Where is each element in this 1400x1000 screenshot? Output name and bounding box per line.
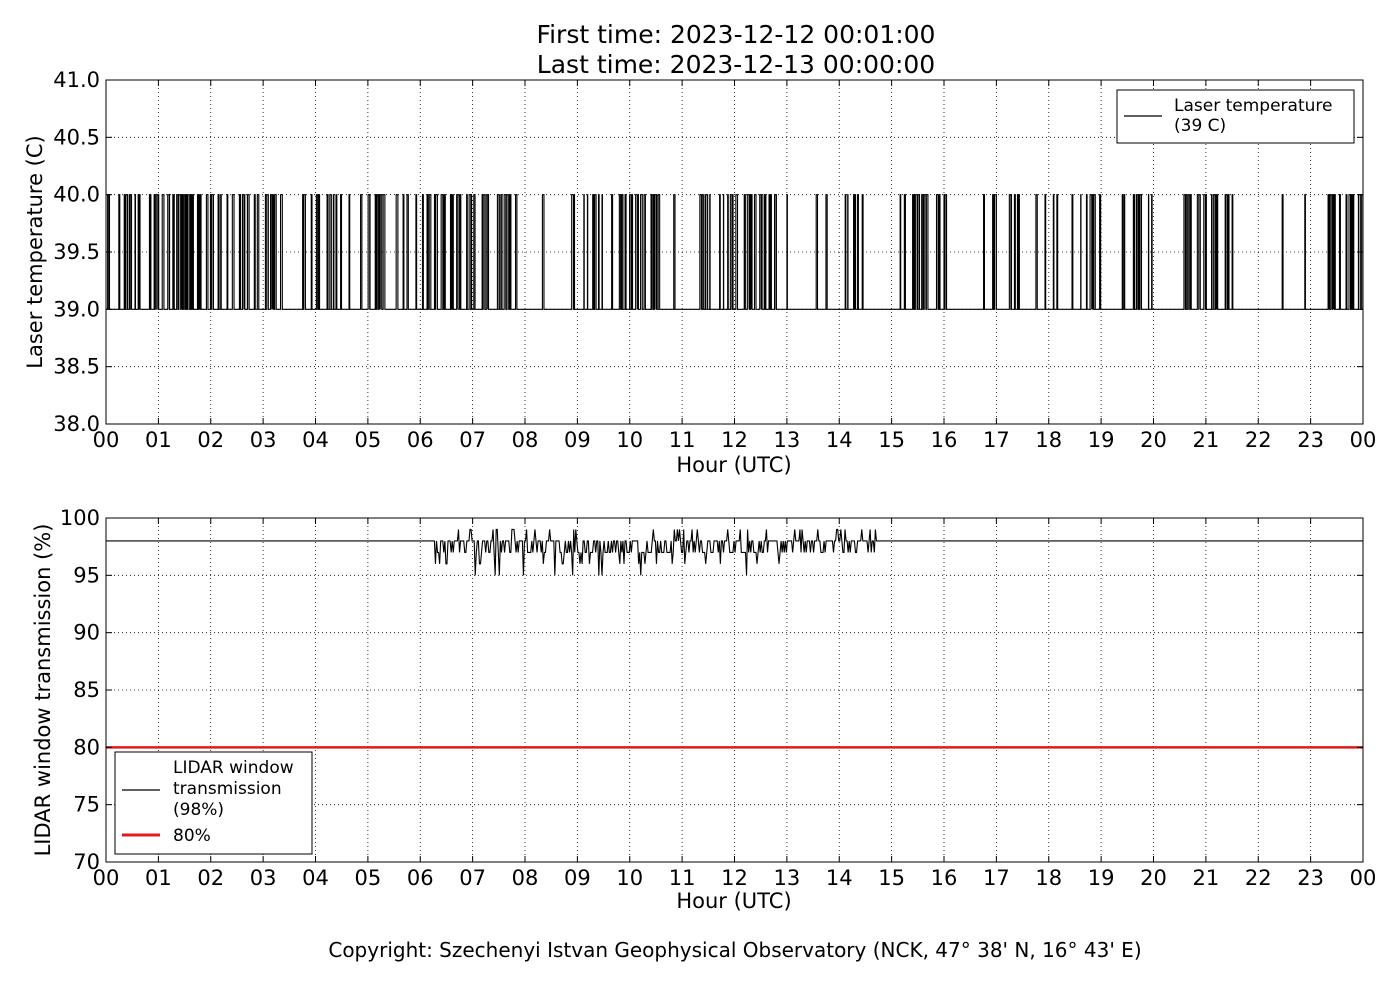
laser-legend-line1: Laser temperature [1174, 96, 1332, 116]
laser-xtick-label: 06 [407, 428, 434, 452]
lidar-xtick-label: 20 [1140, 866, 1167, 890]
lidar-transmission-chart: 70 75 80 85 90 95 100 00 01 02 03 04 05 06 07 08 09 10 11… [31, 506, 1376, 913]
lidar-xtick-label: 00 [93, 866, 120, 890]
lidar-xtick-label: 10 [616, 866, 643, 890]
laser-xtick-label: 09 [564, 428, 591, 452]
laser-xtick-label: 05 [355, 428, 382, 452]
lidar-xtick-label: 23 [1297, 866, 1324, 890]
laser-ytick-label: 40.0 [53, 183, 100, 207]
lidar-xtick-label: 21 [1193, 866, 1220, 890]
laser-temperature-chart: 38.0 38.5 39.0 39.5 40.0 40.5 41.0 00 01 02 03 04 0… [23, 68, 1376, 477]
laser-xtick-label: 15 [878, 428, 905, 452]
lidar-xtick-label: 00 [1350, 866, 1377, 890]
laser-xtick-label: 14 [826, 428, 853, 452]
laser-ytick-label: 38.5 [53, 355, 100, 379]
lidar-xtick-label: 07 [459, 866, 486, 890]
laser-xtick-label: 19 [1088, 428, 1115, 452]
laser-temperature-series [106, 194, 1363, 310]
lidar-xtick-label: 05 [355, 866, 382, 890]
laser-xtick-label: 04 [302, 428, 329, 452]
laser-ytick-label: 40.5 [53, 125, 100, 149]
lidar-xtick-label: 18 [1035, 866, 1062, 890]
laser-xtick-label: 00 [1350, 428, 1377, 452]
lidar-xtick-label: 17 [983, 866, 1010, 890]
lidar-transmission-series [106, 528, 1363, 576]
lidar-xtick-label: 06 [407, 866, 434, 890]
lidar-ylabel: LIDAR window transmission (%) [31, 524, 55, 857]
lidar-legend: LIDAR window transmission (98%) 80% [114, 751, 313, 855]
lidar-xtick-label: 13 [774, 866, 801, 890]
lidar-xtick-label: 02 [197, 866, 224, 890]
laser-xtick-label: 01 [145, 428, 172, 452]
laser-xtick-label: 03 [250, 428, 277, 452]
laser-legend: Laser temperature (39 C) [1116, 89, 1355, 144]
lidar-xtick-label: 08 [512, 866, 539, 890]
lidar-xtick-label: 14 [826, 866, 853, 890]
lidar-ytick-label: 70 [73, 850, 100, 874]
lidar-legend-box [114, 751, 313, 855]
laser-xtick-label: 07 [459, 428, 486, 452]
laser-xlabel: Hour (UTC) [676, 453, 791, 477]
lidar-xtick-label: 01 [145, 866, 172, 890]
laser-xtick-label: 23 [1297, 428, 1324, 452]
laser-legend-line2: (39 C) [1174, 116, 1226, 136]
laser-xtick-label: 13 [774, 428, 801, 452]
lidar-ytick-label: 95 [73, 563, 100, 587]
laser-xtick-label: 22 [1245, 428, 1272, 452]
lidar-xtick-label: 19 [1088, 866, 1115, 890]
lidar-xtick-label: 15 [878, 866, 905, 890]
laser-xtick-label: 12 [721, 428, 748, 452]
laser-xtick-label: 00 [93, 428, 120, 452]
lidar-xtick-label: 03 [250, 866, 277, 890]
lidar-legend-label-transmission-2: transmission [173, 779, 282, 799]
laser-ytick-label: 39.0 [53, 297, 100, 321]
lidar-legend-label-transmission-3: (98%) [173, 800, 224, 820]
lidar-xtick-label: 11 [669, 866, 696, 890]
laser-xtick-label: 11 [669, 428, 696, 452]
lidar-legend-label-transmission-1: LIDAR window [173, 758, 294, 778]
laser-ylabel: Laser temperature (C) [23, 135, 47, 368]
lidar-ytick-label: 90 [73, 621, 100, 645]
lidar-legend-label-threshold: 80% [173, 826, 211, 846]
lidar-ytick-label: 85 [73, 678, 100, 702]
lidar-xtick-label: 09 [564, 866, 591, 890]
laser-xtick-label: 16 [931, 428, 958, 452]
laser-ytick-label: 41.0 [53, 68, 100, 92]
laser-xtick-label: 17 [983, 428, 1010, 452]
lidar-xlabel: Hour (UTC) [676, 889, 791, 913]
lidar-ytick-label: 80 [73, 735, 100, 759]
laser-xtick-label: 02 [197, 428, 224, 452]
laser-ytick-label: 38.0 [53, 412, 100, 436]
title-line1: First time: 2023-12-12 00:01:00 [537, 20, 936, 49]
laser-xtick-label: 21 [1193, 428, 1220, 452]
lidar-xtick-label: 22 [1245, 866, 1272, 890]
lidar-xtick-label: 16 [931, 866, 958, 890]
lidar-ytick-label: 75 [73, 793, 100, 817]
lidar-xtick-label: 04 [302, 866, 329, 890]
copyright-text: Copyright: Szechenyi Istvan Geophysical … [328, 938, 1141, 962]
laser-xtick-label: 08 [512, 428, 539, 452]
laser-xtick-label: 10 [616, 428, 643, 452]
laser-xtick-label: 18 [1035, 428, 1062, 452]
laser-ytick-label: 39.5 [53, 240, 100, 264]
lidar-xtick-label: 12 [721, 866, 748, 890]
laser-xtick-label: 20 [1140, 428, 1167, 452]
lidar-ytick-label: 100 [60, 506, 100, 530]
title-line2: Last time: 2023-12-13 00:00:00 [537, 50, 935, 79]
